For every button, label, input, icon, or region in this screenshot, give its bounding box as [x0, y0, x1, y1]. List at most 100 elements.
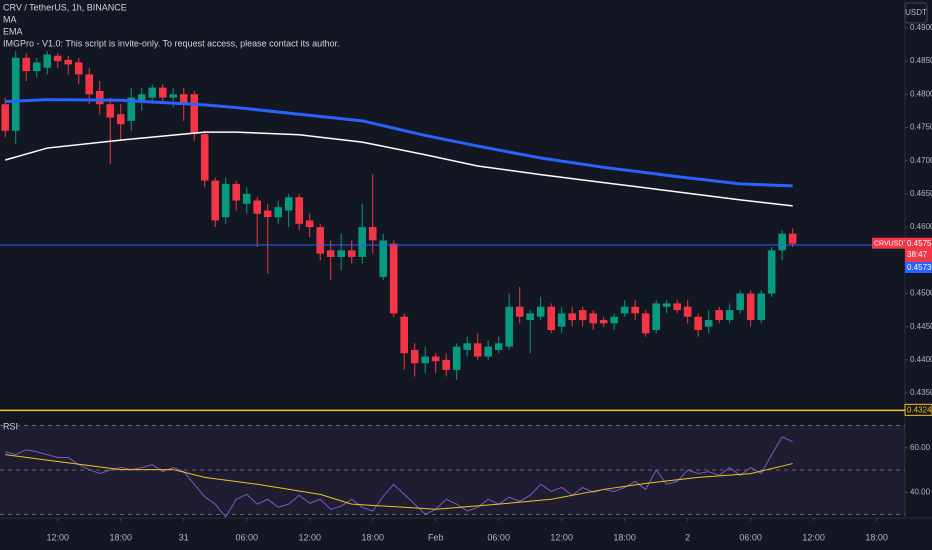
x-tick-label: 2: [685, 532, 690, 542]
x-tick-label: 18:00: [361, 532, 384, 542]
currency-box: [904, 2, 928, 24]
candle-body: [400, 316, 409, 354]
candle-body: [473, 343, 482, 357]
candle-body: [326, 250, 335, 257]
rsi-title: RSI: [3, 421, 18, 431]
candle-body: [631, 306, 639, 314]
candle-body: [746, 293, 755, 321]
candle-body: [568, 313, 576, 321]
candle-body: [337, 250, 346, 257]
candle-body: [305, 220, 314, 228]
candle-body: [725, 310, 734, 321]
candle-body: [200, 134, 209, 181]
candle-body: [683, 306, 692, 317]
candle-body: [757, 293, 765, 321]
candle-body: [736, 293, 744, 311]
candle-body: [295, 197, 304, 224]
candle-body: [43, 54, 52, 68]
chart-title: CRV / TetherUS, 1h, BINANCE: [3, 2, 127, 12]
x-tick-label: 06:00: [739, 532, 762, 542]
x-tick-label: 06:00: [235, 532, 258, 542]
candle-body: [578, 310, 587, 321]
candle-body: [515, 306, 524, 317]
x-tick-label: 12:00: [550, 532, 573, 542]
candle-body: [347, 250, 356, 257]
candle-body: [11, 57, 20, 131]
candle-body: [53, 55, 62, 62]
candle-body: [557, 313, 566, 327]
candle-body: [379, 240, 388, 277]
last-price-label: 0.4575: [907, 239, 932, 248]
last-price-tag: [905, 237, 932, 266]
candle-body: [536, 306, 545, 317]
countdown: 38:47: [907, 250, 928, 259]
candle-body: [767, 250, 776, 294]
overlay-line: [5, 131, 793, 207]
candle-body: [494, 343, 503, 350]
candle-body: [368, 227, 377, 241]
indicator-label: IMGPro - V1.0: This script is invite-onl…: [3, 38, 340, 48]
candle-body: [179, 94, 188, 105]
price-line-tag: [905, 262, 932, 274]
rsi-line: [5, 454, 793, 510]
candle-body: [137, 94, 146, 101]
hline-tag: [904, 403, 932, 416]
candle-body: [431, 356, 440, 362]
candle-body: [169, 94, 178, 98]
candle-body: [64, 59, 73, 65]
symbol-tag: CRVUSDT: [874, 241, 908, 248]
x-tick-label: 18:00: [613, 532, 636, 542]
candle-body: [32, 62, 41, 72]
candle-body: [232, 183, 241, 201]
candle-body: [788, 233, 797, 244]
candle-body: [421, 356, 430, 364]
candle-body: [106, 104, 115, 118]
candle-body: [505, 306, 513, 347]
candle-body: [389, 243, 398, 314]
x-tick-label: 06:00: [487, 532, 510, 542]
candle-body: [652, 303, 660, 330]
candle-body: [148, 87, 157, 98]
candle-body: [599, 320, 608, 324]
overlay-line: [5, 98, 793, 188]
price-line-label: 0.4573: [907, 263, 932, 272]
candle-body: [284, 197, 293, 211]
x-tick-label: 12:00: [298, 532, 321, 542]
candle-body: [211, 180, 220, 221]
candle-body: [589, 313, 597, 324]
indicator-label: EMA: [3, 26, 23, 36]
candle-body: [190, 94, 199, 135]
candle-body: [85, 74, 94, 95]
x-tick-label: 18:00: [865, 532, 888, 542]
candle-body: [547, 306, 555, 330]
x-tick-label: Feb: [428, 532, 444, 542]
candle-body: [95, 90, 104, 105]
candle-body: [74, 62, 83, 75]
candle-body: [158, 87, 167, 98]
candle-body: [316, 227, 325, 254]
hline-label: 0.4324: [907, 405, 932, 414]
candle-body: [127, 97, 136, 121]
candle-body: [620, 306, 629, 314]
candle-body: [484, 346, 492, 357]
candle-body: [694, 316, 702, 330]
candle-body: [715, 310, 723, 321]
candle-body: [610, 316, 618, 324]
candle-body: [526, 313, 534, 321]
candle-body: [662, 303, 671, 307]
candle-body: [704, 320, 713, 327]
y-tick-label: 0.4350: [910, 388, 932, 397]
candle-body: [463, 343, 471, 350]
candle-body: [253, 200, 262, 214]
candle-body: [116, 114, 125, 125]
candle-body: [1, 104, 10, 131]
